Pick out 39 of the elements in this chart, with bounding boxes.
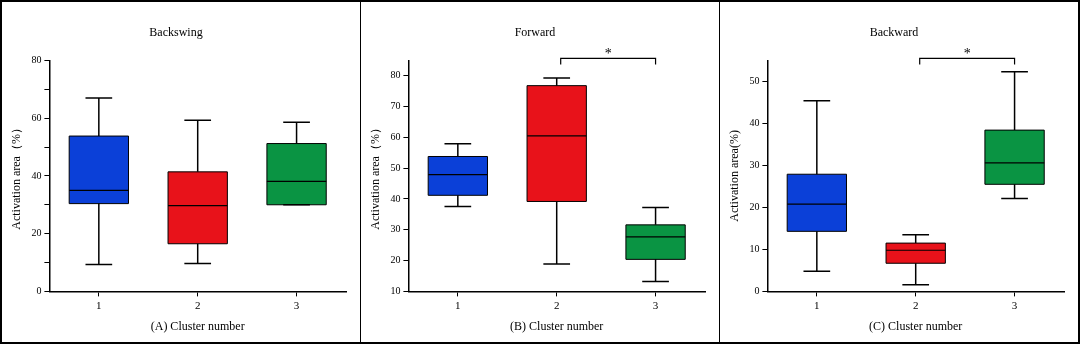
chart-title: Forward <box>514 25 556 40</box>
y-tick-label: 20 <box>31 227 42 239</box>
y-tick-label: 30 <box>390 223 401 235</box>
y-tick-label: 40 <box>749 117 760 129</box>
annotation: * <box>604 46 612 62</box>
y-tick-label: 60 <box>390 131 401 143</box>
y-axis-title: Activation area(%) <box>727 130 742 222</box>
x-tick-label: 1 <box>455 298 461 311</box>
y-tick-label: 0 <box>36 285 42 297</box>
y-tick-label: 40 <box>31 169 42 181</box>
x-tick-label: 3 <box>293 298 300 311</box>
y-tick-label: 80 <box>390 69 401 81</box>
x-tick-label: 2 <box>194 298 201 311</box>
y-tick-label: 10 <box>390 285 401 297</box>
x-tick-label: 3 <box>652 298 659 311</box>
y-axis-title: Activation area（%） <box>368 122 383 230</box>
x-axis-title: (B) Cluster number <box>510 318 604 333</box>
x-tick-label: 1 <box>96 298 102 311</box>
annotation: * <box>963 46 971 62</box>
x-tick-label: 3 <box>1011 298 1018 311</box>
x-tick-label: 2 <box>912 298 919 311</box>
y-tick-label: 40 <box>390 192 401 204</box>
y-tick-label: 60 <box>31 111 42 123</box>
y-axis-title: Activation area（%） <box>9 122 24 230</box>
x-tick-label: 2 <box>553 298 560 311</box>
y-tick-label: 30 <box>749 159 760 171</box>
y-tick-label: 70 <box>390 100 401 112</box>
y-tick-label: 50 <box>390 161 401 173</box>
x-axis-title: (A) Cluster number <box>150 318 245 333</box>
y-tick-label: 20 <box>390 254 401 266</box>
y-tick-label: 80 <box>31 54 42 66</box>
y-tick-label: 10 <box>749 243 760 255</box>
y-tick-label: 20 <box>749 201 760 213</box>
chart-title: Backswing <box>149 25 203 40</box>
chart-title: Backward <box>869 25 919 40</box>
y-tick-label: 50 <box>749 75 760 87</box>
x-axis-title: (C) Cluster number <box>869 318 963 333</box>
x-tick-label: 1 <box>814 298 820 311</box>
y-tick-label: 0 <box>754 285 760 297</box>
